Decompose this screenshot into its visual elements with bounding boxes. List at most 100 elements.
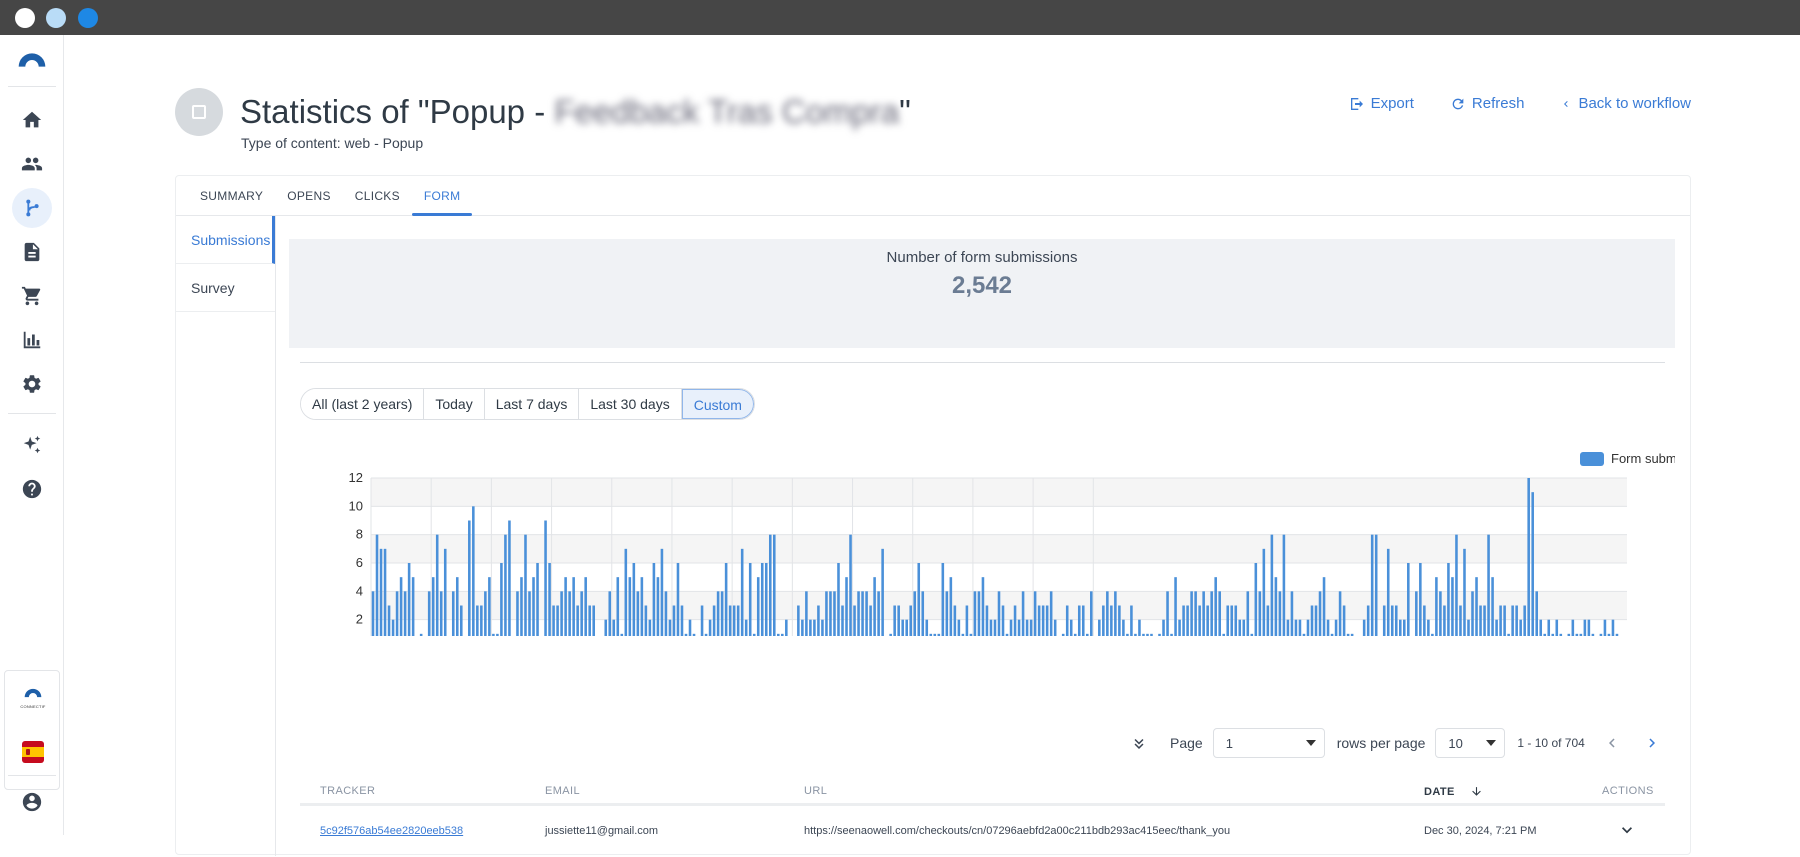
chart-bar[interactable] [1037,605,1041,637]
chart-bar[interactable] [528,591,531,636]
chart-bar[interactable] [1178,619,1181,636]
chart-bar[interactable] [961,633,965,636]
chart-bar[interactable] [1190,591,1193,636]
chart-bar[interactable] [508,520,511,637]
chart-bar[interactable] [608,591,612,636]
chart-bar[interactable] [472,506,475,636]
chart-bar[interactable] [624,548,628,636]
chart-bar[interactable] [785,619,788,636]
chart-bar[interactable] [708,619,712,636]
chart-bar[interactable] [740,548,744,636]
chart-bar[interactable] [921,591,925,636]
chart-bar[interactable] [736,605,740,637]
chart-bar[interactable] [1322,577,1326,636]
chart-bar[interactable] [1314,605,1318,637]
chart-bar[interactable] [612,619,616,636]
chart-bar[interactable] [877,591,880,636]
chart-bar[interactable] [829,591,832,636]
chart-bar[interactable] [379,548,383,636]
chart-bar[interactable] [716,591,720,636]
chart-bar[interactable] [993,619,997,636]
settings-icon[interactable] [12,364,52,404]
chart-bar[interactable] [901,619,904,636]
chart-bar[interactable] [1230,605,1234,637]
chart-bar[interactable] [933,633,937,636]
chart-bar[interactable] [568,591,571,636]
chart-bar[interactable] [929,633,933,636]
chart-bar[interactable] [640,577,644,636]
chart-bar[interactable] [548,563,551,636]
window-close-dot[interactable] [15,8,35,28]
chart-bar[interactable] [1278,591,1282,636]
chart-bar[interactable] [439,591,443,636]
chart-bar[interactable] [576,605,579,637]
chart-bar[interactable] [865,591,868,636]
chart-bar[interactable] [1270,534,1274,636]
chart-bar[interactable] [1415,591,1418,636]
column-tracker[interactable]: TRACKER [320,785,376,797]
chart-bar[interactable] [1142,633,1145,636]
chart-bar[interactable] [620,633,624,636]
chart-bar[interactable] [1025,619,1029,636]
chart-bar[interactable] [375,534,379,636]
chart-bar[interactable] [1386,548,1390,636]
chart-bar[interactable] [1519,619,1522,636]
chart-bar[interactable] [857,591,860,636]
chart-bar[interactable] [564,577,567,636]
chart-bar[interactable] [752,633,756,636]
chart-bar[interactable] [813,619,816,636]
chart-bar[interactable] [680,605,684,637]
chart-bar[interactable] [1110,605,1113,637]
chart-bar[interactable] [1118,605,1121,637]
chart-bar[interactable] [953,605,957,637]
chart-bar[interactable] [1587,619,1591,636]
chart-bar[interactable] [869,605,872,637]
chart-bar[interactable] [897,605,900,637]
chart-bar[interactable] [1053,619,1057,636]
chart-bar[interactable] [1226,605,1230,637]
chart-bar[interactable] [873,577,876,636]
chart-bar[interactable] [969,633,973,636]
chart-bar[interactable] [1523,605,1526,637]
chart-bar[interactable] [1254,563,1258,636]
chart-bar[interactable] [1515,605,1518,637]
chart-bar[interactable] [712,605,716,637]
chart-bar[interactable] [556,605,559,637]
chart-bar[interactable] [407,563,411,636]
chart-bar[interactable] [516,591,519,636]
chart-bar[interactable] [1531,492,1534,636]
chart-bar[interactable] [1130,605,1133,637]
chart-bar[interactable] [1266,605,1270,637]
chart-bar[interactable] [1543,633,1547,636]
chart-bar[interactable] [1001,605,1005,637]
chart-bar[interactable] [1579,633,1583,636]
chart-bar[interactable] [748,563,752,636]
chart-bar[interactable] [1009,619,1013,636]
help-icon[interactable] [12,469,52,509]
chart-bar[interactable] [1591,633,1595,636]
chart-bar[interactable] [492,633,495,636]
chart-bar[interactable] [419,633,423,636]
chart-bar[interactable] [1061,633,1065,636]
chart-bar[interactable] [387,605,391,637]
chart-bar[interactable] [1298,619,1302,636]
chart-bar[interactable] [1166,591,1169,636]
chart-bar[interactable] [1370,534,1374,636]
chart-bar[interactable] [391,619,395,636]
chart-bar[interactable] [524,534,527,636]
chart-bar[interactable] [460,605,463,637]
chart-bar[interactable] [1382,605,1386,637]
chart-bar[interactable] [1098,619,1101,636]
chart-bar[interactable] [476,605,479,637]
chart-bar[interactable] [985,605,989,637]
analytics-icon[interactable] [12,320,52,360]
chart-bar[interactable] [777,633,780,636]
chart-bar[interactable] [756,577,760,636]
chart-bar[interactable] [797,605,800,637]
chart-bar[interactable] [1106,591,1109,636]
chart-bar[interactable] [1085,633,1089,636]
export-button[interactable]: Export [1349,95,1414,112]
chart-bar[interactable] [1467,619,1470,636]
chart-bar[interactable] [700,605,704,637]
chart-bar[interactable] [1362,619,1366,636]
